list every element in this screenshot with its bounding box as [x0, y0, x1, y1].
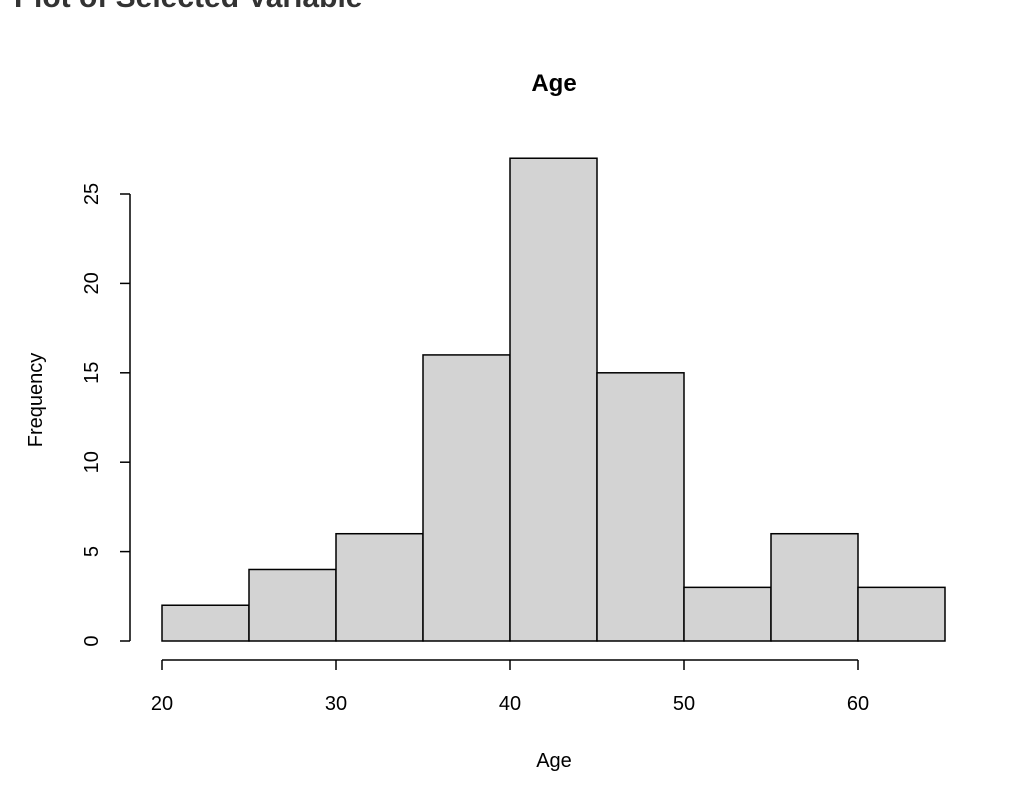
- x-tick-label: 20: [151, 693, 173, 715]
- y-tick-label: 25: [81, 183, 103, 205]
- histogram-bar: [683, 586, 772, 642]
- histogram-bar: [857, 586, 946, 642]
- x-axis-label: Age: [536, 750, 572, 772]
- histogram-bar: [335, 532, 424, 642]
- chart-title: Age: [531, 70, 576, 97]
- y-axis-label: Frequency: [25, 353, 47, 448]
- bars-group: [161, 157, 946, 642]
- y-tick-label: 15: [81, 362, 103, 384]
- y-tick-label: 0: [81, 635, 103, 646]
- y-axis: 0 5 10 15 20 25: [81, 183, 131, 647]
- x-tick-label: 60: [847, 693, 869, 715]
- histogram-bar: [509, 157, 598, 642]
- histogram-bar: [422, 354, 511, 642]
- x-axis: 20 30 40 50 60: [151, 659, 869, 715]
- histogram-bar: [596, 372, 685, 642]
- x-tick-label: 50: [673, 693, 695, 715]
- section-heading: Plot of Selected Variable: [14, 0, 362, 13]
- x-tick-label: 30: [325, 693, 347, 715]
- y-tick-label: 20: [81, 272, 103, 294]
- y-tick-label: 5: [81, 546, 103, 557]
- histogram-bar: [248, 568, 337, 642]
- histogram-bar: [161, 604, 250, 642]
- y-tick-label: 10: [81, 451, 103, 473]
- histogram-bar: [770, 532, 859, 642]
- x-tick-label: 40: [499, 693, 521, 715]
